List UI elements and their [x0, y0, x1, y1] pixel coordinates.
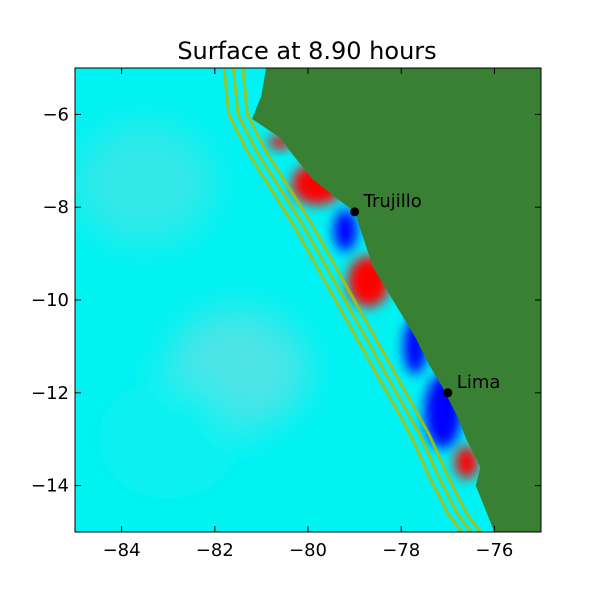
city-label: Trujillo — [363, 191, 422, 212]
city-label: Lima — [457, 372, 501, 393]
y-tick-label: −10 — [31, 290, 69, 311]
sea-tint-patch — [98, 379, 239, 500]
y-tick-label: −6 — [42, 104, 69, 125]
shelf-contours — [222, 68, 482, 532]
land-mass — [252, 68, 541, 532]
shelf-contour-line — [222, 68, 463, 532]
x-tick-label: −80 — [289, 540, 327, 561]
trough-anomaly — [333, 209, 357, 252]
sea-tint-layer — [75, 124, 309, 500]
city-markers: Trujillo Lima — [350, 191, 501, 398]
x-tick-label: −82 — [196, 540, 234, 561]
y-tick-label: −14 — [31, 476, 69, 497]
plot-area — [75, 68, 541, 532]
shelf-contour-line — [231, 68, 473, 532]
crest-anomaly — [454, 446, 479, 479]
y-tick-label: −8 — [42, 197, 69, 218]
x-axis: −84 −82 −80 −78 −76 — [103, 68, 513, 561]
sea-tint-patch — [75, 124, 215, 244]
x-tick-label: −78 — [382, 540, 420, 561]
city-marker — [443, 388, 453, 398]
shelf-contour-line — [241, 68, 482, 532]
city-marker — [350, 207, 360, 217]
chart-title: Surface at 8.90 hours — [177, 37, 436, 65]
y-axis: −6 −8 −10 −12 −14 — [31, 104, 541, 497]
x-tick-label: −84 — [103, 540, 141, 561]
x-tick-label: −76 — [475, 540, 513, 561]
y-tick-label: −12 — [31, 383, 69, 404]
